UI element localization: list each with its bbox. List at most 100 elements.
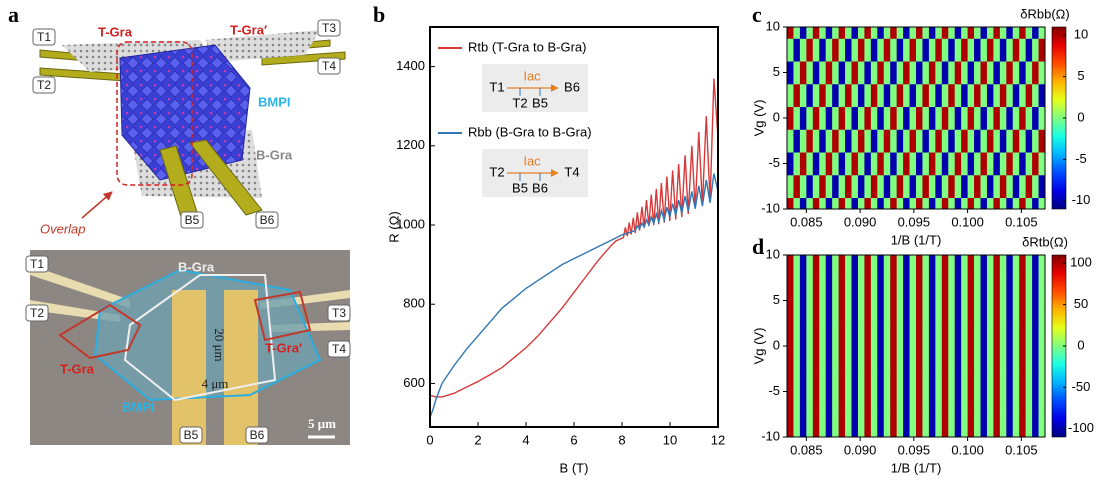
heatmap-cell [883,197,891,209]
terminal-box [179,426,203,444]
heatmap-cell [896,27,904,39]
heatmap-cell [916,255,923,279]
heatmap-cell [870,38,878,62]
heatmap-cell [864,174,872,199]
heatmap-cell [993,255,1001,279]
heatmap-cell [948,174,956,199]
heatmap-cell [980,27,988,39]
heatmap-cell [806,174,814,199]
inset-label: B6 [564,79,580,94]
heatmap-cells [787,255,1045,437]
heatmap-cell [793,38,801,62]
heatmap-cell [903,106,910,130]
heatmap-cell [993,152,1001,176]
heatmap-cell [922,174,930,199]
heatmap-cell [986,323,994,370]
heatmap-cell [851,197,859,209]
heatmap-cell [961,152,968,176]
heatmap-cell [909,106,917,130]
heatmap-cell [980,152,988,176]
heatmap-cell [916,106,923,130]
heatmap-cell [974,197,981,209]
heatmap-cell [922,323,930,370]
x-tick-label: 4 [522,432,529,447]
heatmap-cell [793,61,801,85]
y-tick-label: -5 [768,383,780,398]
heatmap-cell [1012,323,1020,370]
heatmap-cell [916,27,923,39]
heatmap-cell [999,129,1007,153]
heatmap-cell [1019,129,1027,153]
colorbar-tick-label: 0 [1077,337,1084,352]
heatmap-cell [877,197,885,209]
heatmap-cell [896,277,904,324]
heatmap-cell [986,27,994,39]
x-tick-label: 0.090 [844,214,877,229]
heatmap-cell [967,368,975,415]
heatmap-cell [832,61,839,85]
y-tick-label: 5 [773,292,780,307]
heatmap-cell [916,197,923,209]
heatmap-cell [890,83,898,108]
heatmap-cell [1012,129,1020,153]
heatmap-cell [903,414,910,437]
heatmap-cell [954,106,962,130]
heatmap-cell [1025,152,1033,176]
terminal-box [245,426,269,444]
heatmap-cell [986,277,994,324]
heatmap-cell [825,277,833,324]
heatmap-cell [941,27,949,39]
top-graphene-outline [253,290,312,342]
heatmap-cell [1038,368,1045,415]
heatmap-cell [832,197,839,209]
heatmap-cell [845,61,852,85]
heatmap-cell [1006,414,1014,437]
top-graphene-outline [58,303,142,360]
terminal-box [25,255,49,273]
heatmap-cell [1012,106,1020,130]
heatmap-cell [974,255,981,279]
heatmap-cell [870,197,878,209]
heatmap-cell [1032,61,1039,85]
heatmap-cell [922,197,930,209]
heatmap-cell [980,323,988,370]
heatmap-cell [825,38,833,62]
heatmap-cell [870,27,878,39]
electrode [172,290,206,445]
heatmap-cell [812,255,820,279]
heatmap-cell [845,414,852,437]
heatmap-cell [928,368,936,415]
terminal-label: T4 [332,342,346,356]
heatmap-cell [1006,174,1014,199]
heatmap-cell [999,277,1007,324]
heatmap-cell [896,129,904,153]
heatmap-cell [845,323,852,370]
heatmap-cell [916,277,923,324]
heatmap-cell [948,83,956,108]
heatmap-cell [903,174,910,199]
heatmap-cell [1019,197,1027,209]
heatmap-cell [993,38,1001,62]
heatmap-cell [819,174,827,199]
label: B-Gra [256,147,293,162]
terminal-box [32,76,56,94]
heatmap-cell [941,38,949,62]
crystal [119,44,251,181]
scale-label: 5 μm [308,416,336,431]
heatmap-cell [999,106,1007,130]
heatmap-cell [896,255,904,279]
heatmap-cell [1025,414,1033,437]
heatmap-cell [903,277,910,324]
y-axis-label: Vg (V) [751,328,766,365]
heatmap-cell [877,255,885,279]
heatmap-cell [799,61,807,85]
heatmap-cell [1019,414,1027,437]
heatmap-cell [806,27,814,39]
heatmap-cell [941,83,949,108]
terminal-box [317,57,341,75]
heatmap-cell [845,368,852,415]
heatmap-cell [1012,414,1020,437]
heatmap-cell [954,83,962,108]
heatmap-cell [806,152,814,176]
